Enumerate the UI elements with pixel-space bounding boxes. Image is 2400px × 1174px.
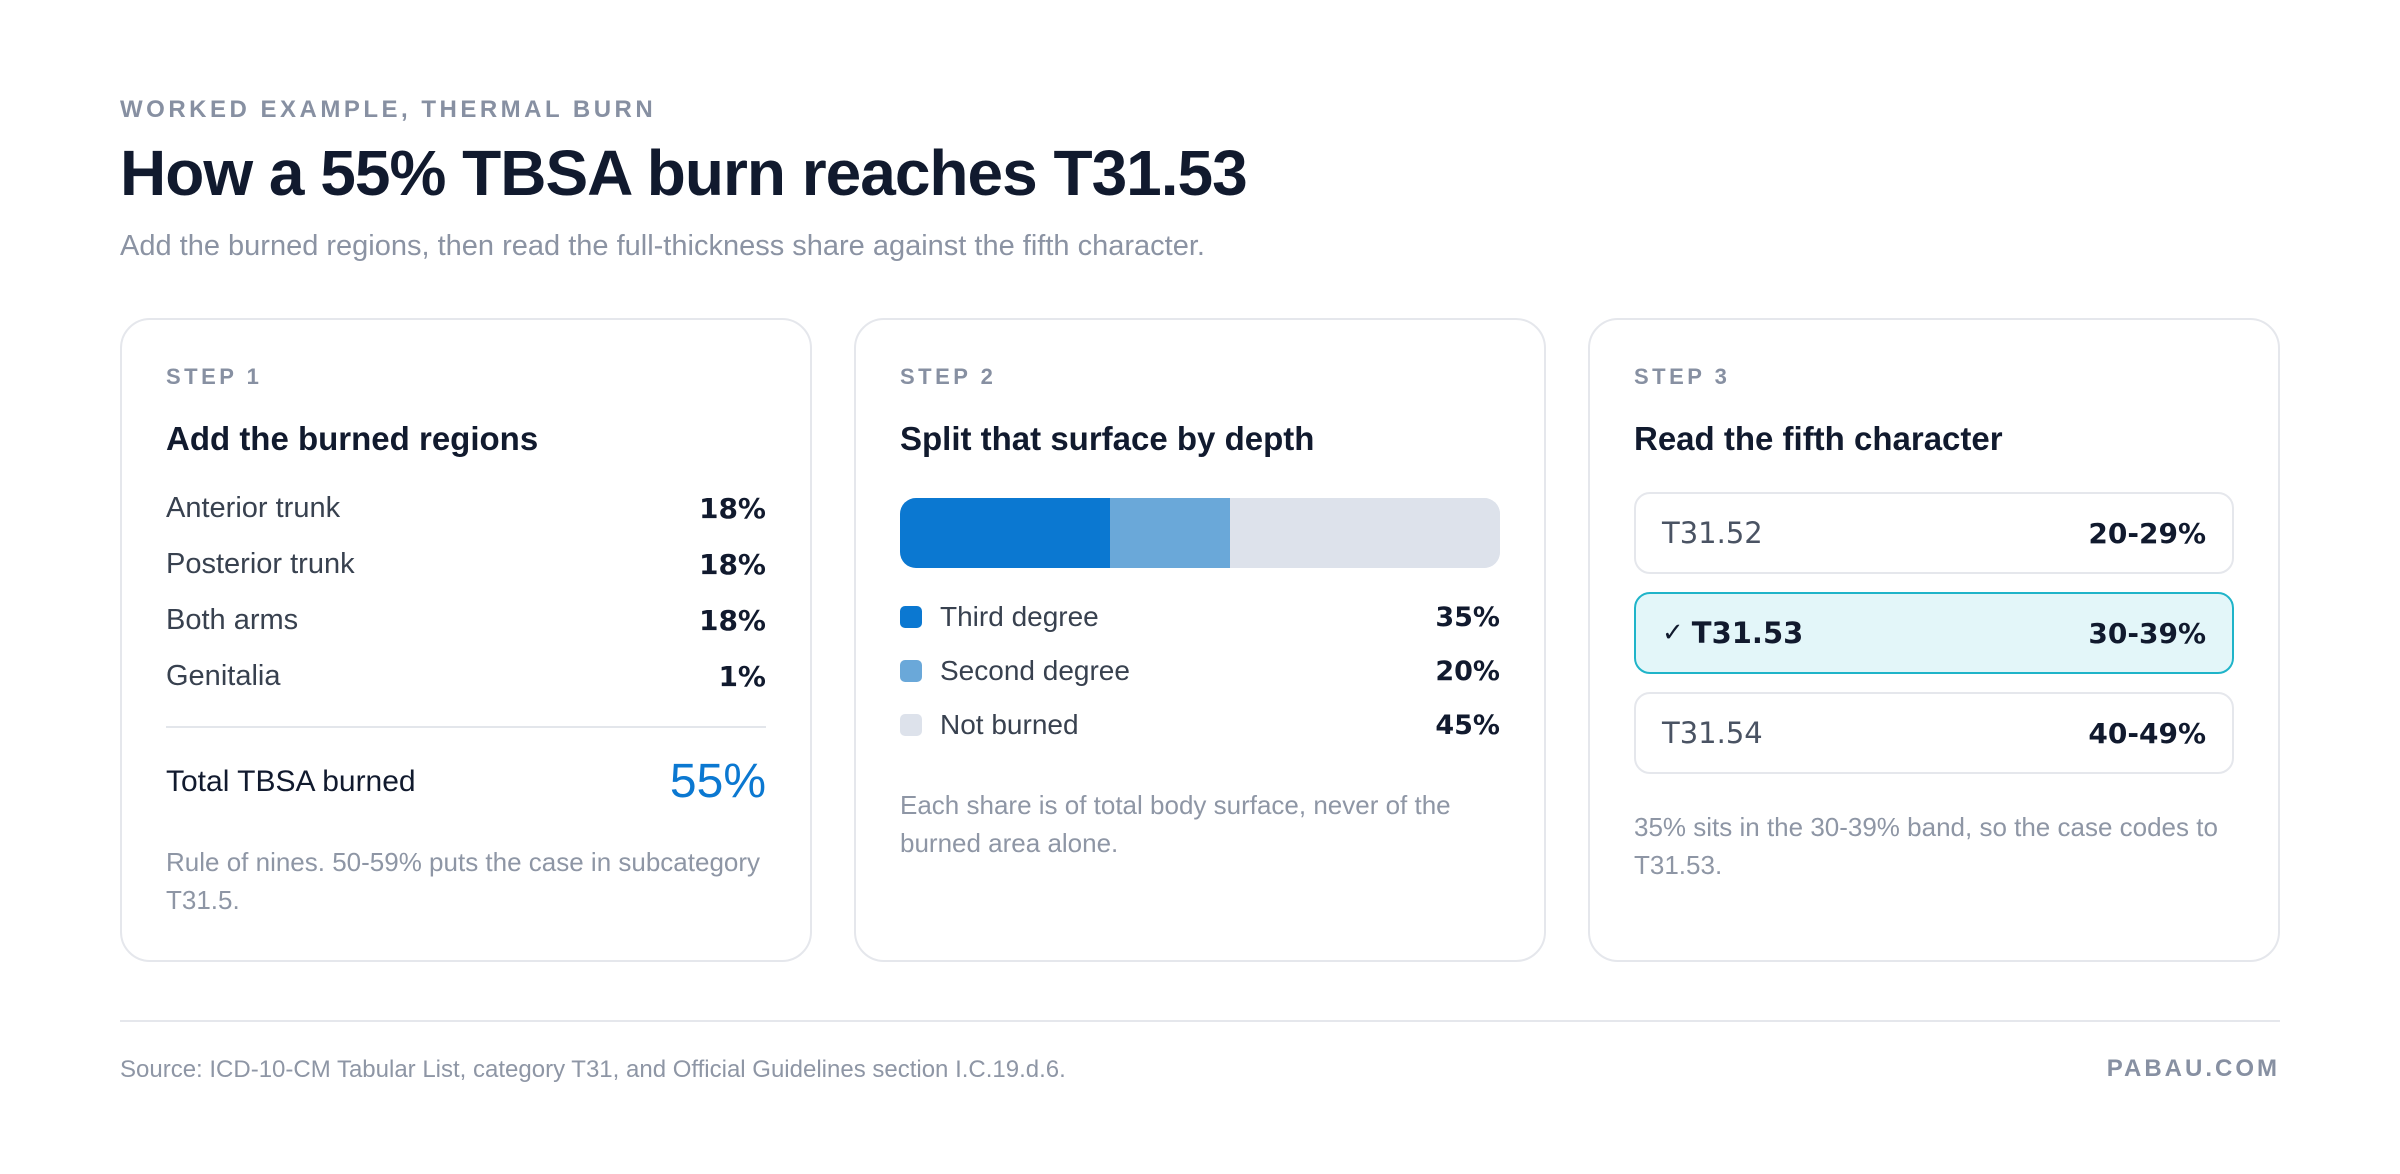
depth-legend: Third degree 35% Second degree 20% Not b… <box>900 590 1500 752</box>
region-row: Genitalia 1% <box>166 648 766 704</box>
region-row: Both arms 18% <box>166 592 766 648</box>
legend-name: Second degree <box>940 655 1130 686</box>
code-option: ✓ T31.53 30-39% <box>1634 592 2234 674</box>
depth-bar <box>900 498 1500 568</box>
step-3-card: STEP 3 Read the fifth character T31.52 2… <box>1588 318 2280 962</box>
region-name: Posterior trunk <box>166 547 355 580</box>
code-label: ✓ T31.53 <box>1662 616 1803 650</box>
code-range: 20-29% <box>2088 516 2206 550</box>
legend-swatch <box>900 714 922 736</box>
legend-swatch <box>900 606 922 628</box>
region-value: 1% <box>718 659 766 693</box>
page-subtitle: Add the burned regions, then read the fu… <box>120 230 1205 263</box>
total-row: Total TBSA burned 55% <box>166 754 766 809</box>
region-row: Anterior trunk 18% <box>166 480 766 536</box>
step-note: Each share is of total body surface, nev… <box>900 790 1451 858</box>
eyebrow-label: WORKED EXAMPLE, THERMAL BURN <box>120 96 657 123</box>
code-label: T31.52 <box>1662 516 1763 550</box>
legend-value: 45% <box>1435 709 1500 741</box>
check-icon: ✓ <box>1662 618 1684 648</box>
page-title: How a 55% TBSA burn reaches T31.53 <box>120 137 1248 209</box>
code-text: T31.52 <box>1662 516 1763 550</box>
footer-divider <box>120 1020 2280 1022</box>
total-label: Total TBSA burned <box>166 764 416 798</box>
depth-segment-third <box>900 498 1110 568</box>
step-label: STEP 3 <box>1634 364 1731 389</box>
legend-item: Second degree 20% <box>900 644 1500 698</box>
region-value: 18% <box>698 491 766 525</box>
step-title: Read the fifth character <box>1634 420 2003 457</box>
divider <box>166 726 766 728</box>
step-1-card: STEP 1 Add the burned regions Anterior t… <box>120 318 812 962</box>
legend-value: 35% <box>1435 601 1500 633</box>
region-row: Posterior trunk 18% <box>166 536 766 592</box>
code-range: 30-39% <box>2088 616 2206 650</box>
region-value: 18% <box>698 603 766 637</box>
code-option: T31.52 20-29% <box>1634 492 2234 574</box>
step-title: Add the burned regions <box>166 420 539 457</box>
code-option: T31.54 40-49% <box>1634 692 2234 774</box>
code-label: T31.54 <box>1662 716 1763 750</box>
step-note: 35% sits in the 30-39% band, so the case… <box>1634 812 2218 880</box>
code-text: T31.53 <box>1691 616 1804 650</box>
step-2-card: STEP 2 Split that surface by depth Third… <box>854 318 1546 962</box>
depth-segment-unburned <box>1230 498 1500 568</box>
legend-item: Third degree 35% <box>900 590 1500 644</box>
code-text: T31.54 <box>1662 716 1763 750</box>
region-value: 18% <box>698 547 766 581</box>
code-range: 40-49% <box>2088 716 2206 750</box>
total-value: 55% <box>669 755 766 808</box>
source-note: Source: ICD-10-CM Tabular List, category… <box>120 1056 1066 1083</box>
regions-list: Anterior trunk 18% Posterior trunk 18% B… <box>166 480 766 704</box>
legend-name: Third degree <box>940 601 1099 632</box>
legend-swatch <box>900 660 922 682</box>
region-name: Anterior trunk <box>166 491 341 524</box>
header: WORKED EXAMPLE, THERMAL BURN How a 55% T… <box>120 96 2280 263</box>
code-list: T31.52 20-29% ✓ T31.53 30-39% T31.54 40-4… <box>1634 492 2234 774</box>
legend-name: Not burned <box>940 709 1079 740</box>
step-title: Split that surface by depth <box>900 420 1315 457</box>
depth-segment-second <box>1110 498 1230 568</box>
step-note: Rule of nines. 50-59% puts the case in s… <box>166 847 761 915</box>
legend-value: 20% <box>1435 655 1500 687</box>
brand-label: PABAU.COM <box>2106 1055 2280 1082</box>
steps-container: STEP 1 Add the burned regions Anterior t… <box>120 318 2280 962</box>
region-name: Genitalia <box>166 659 281 692</box>
step-label: STEP 1 <box>166 364 263 389</box>
step-label: STEP 2 <box>900 364 997 389</box>
region-name: Both arms <box>166 603 299 636</box>
legend-item: Not burned 45% <box>900 698 1500 752</box>
